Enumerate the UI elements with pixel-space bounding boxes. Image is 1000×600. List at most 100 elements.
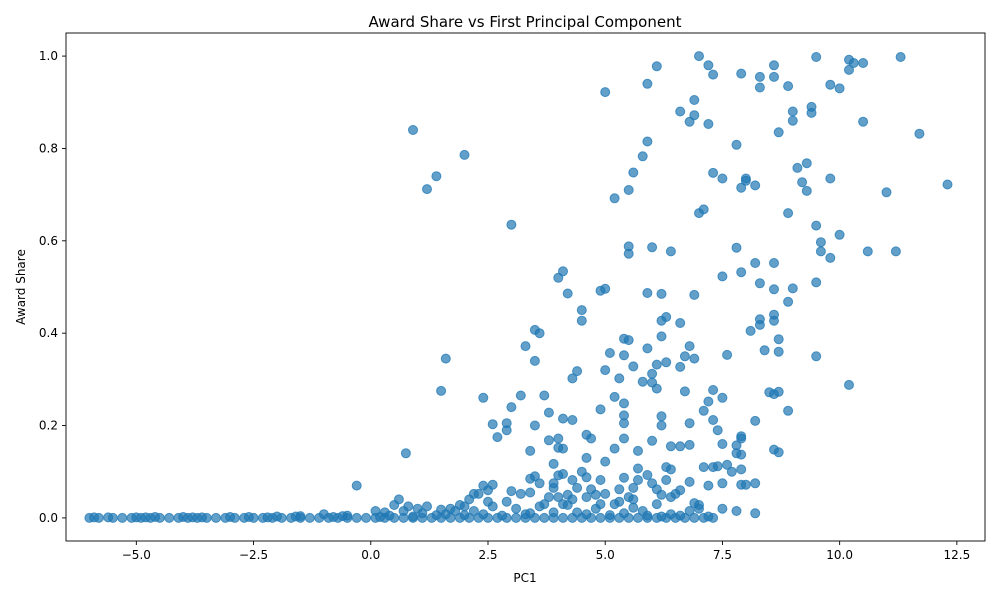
data-point: [558, 443, 568, 454]
data-point: [511, 512, 522, 523]
data-point: [675, 510, 686, 521]
data-point: [243, 512, 254, 522]
data-point: [600, 488, 611, 499]
data-point: [708, 415, 719, 425]
data-point: [862, 246, 873, 257]
data-point: [656, 315, 667, 326]
data-point: [600, 365, 611, 376]
data-point: [769, 60, 779, 71]
data-point: [487, 419, 498, 430]
data-point: [595, 512, 606, 523]
data-point: [754, 319, 765, 330]
data-point: [558, 469, 568, 479]
data-point: [117, 512, 128, 523]
data-point: [543, 492, 554, 503]
data-point: [708, 167, 719, 178]
data-point: [164, 512, 175, 523]
data-point: [398, 512, 409, 523]
data-point: [619, 398, 629, 409]
data-point: [586, 484, 597, 495]
data-point: [736, 267, 747, 278]
data-point: [595, 499, 606, 510]
data-point: [703, 480, 714, 491]
data-point: [440, 353, 451, 364]
data-point: [797, 177, 808, 188]
data-point: [769, 284, 779, 295]
data-point: [651, 499, 662, 510]
data-point: [408, 125, 418, 135]
data-point: [717, 503, 728, 514]
data-point: [351, 512, 362, 523]
data-point: [548, 482, 559, 493]
data-point: [614, 373, 625, 384]
data-point: [103, 512, 114, 523]
data-point: [773, 447, 784, 458]
data-point: [459, 149, 470, 160]
data-point: [717, 478, 728, 489]
data-point: [708, 69, 719, 80]
data-point: [736, 449, 747, 460]
data-point: [567, 373, 578, 384]
x-tick-label: 12.5: [944, 548, 971, 562]
data-point: [703, 119, 714, 129]
data-point: [126, 512, 137, 523]
data-point: [703, 511, 714, 522]
y-tick-label: 0.6: [39, 234, 58, 248]
data-point: [290, 511, 301, 522]
data-point: [400, 448, 411, 459]
x-tick-label: 2.5: [478, 548, 497, 562]
data-point: [558, 266, 568, 277]
data-point: [89, 512, 100, 523]
data-point: [431, 510, 442, 521]
data-point: [529, 420, 540, 431]
data-point: [576, 315, 587, 326]
data-point: [478, 509, 489, 520]
data-point: [501, 496, 512, 507]
data-point: [539, 499, 550, 510]
data-point: [567, 415, 578, 425]
data-point: [506, 402, 517, 413]
data-point: [675, 441, 686, 452]
data-point: [422, 184, 432, 195]
y-tick-label: 0.4: [39, 326, 58, 340]
data-point: [679, 351, 690, 362]
data-point: [623, 335, 634, 346]
data-point: [689, 289, 700, 300]
data-point: [773, 386, 784, 397]
y-tick-label: 0.0: [39, 511, 58, 525]
data-point: [328, 512, 339, 522]
data-point: [487, 501, 498, 512]
data-point: [384, 510, 395, 521]
data-point: [750, 180, 761, 191]
data-point: [858, 58, 869, 68]
data-point: [450, 506, 461, 516]
data-point: [595, 404, 606, 415]
data-point: [628, 167, 639, 178]
data-point: [534, 478, 545, 489]
data-point: [459, 501, 470, 512]
data-point: [567, 475, 578, 485]
data-point: [759, 345, 770, 356]
x-tick-label: 5.0: [596, 548, 615, 562]
data-point: [586, 433, 597, 444]
data-point: [689, 110, 700, 121]
data-point: [736, 182, 747, 193]
data-point: [656, 411, 667, 422]
data-point: [754, 82, 765, 93]
data-point: [717, 173, 728, 184]
data-point: [825, 79, 836, 90]
data-point: [745, 325, 756, 336]
data-point: [581, 472, 592, 483]
data-point: [825, 173, 836, 184]
data-point: [539, 390, 550, 401]
data-point: [801, 158, 812, 169]
data-point: [647, 435, 658, 446]
data-point: [389, 500, 400, 510]
data-point: [600, 456, 611, 467]
data-point: [750, 258, 761, 268]
data-point: [637, 151, 648, 162]
data-point: [314, 512, 325, 523]
data-point: [783, 81, 794, 92]
data-point: [478, 392, 489, 403]
data-point: [787, 283, 798, 294]
